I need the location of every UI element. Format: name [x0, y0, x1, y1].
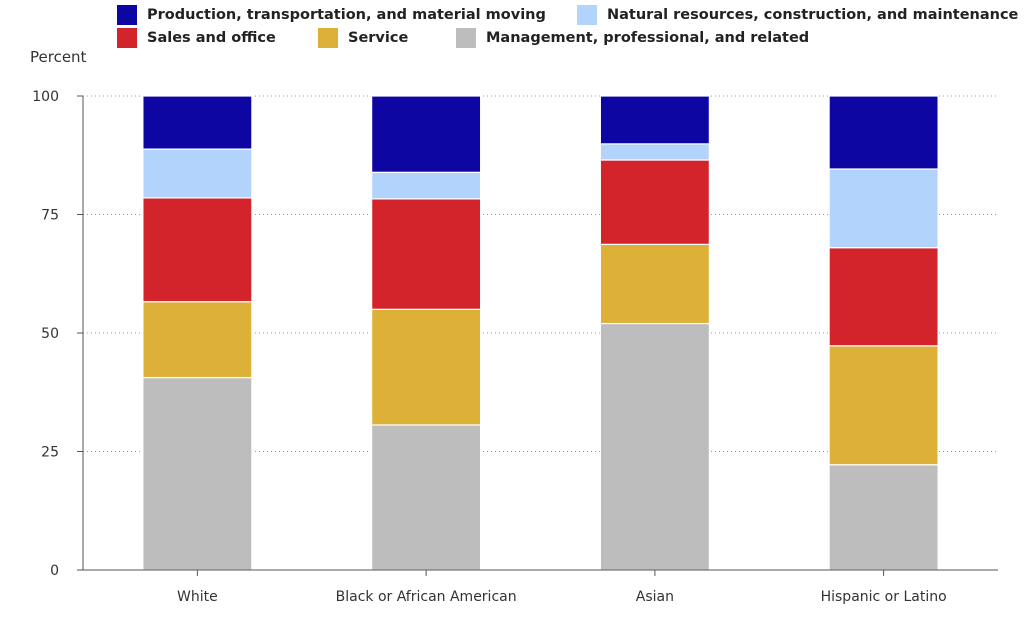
x-tick-label-4: Hispanic or Latino — [821, 589, 947, 605]
y-tick-label-25: 25 — [41, 445, 59, 461]
legend-label-natural-resources: Natural resources, construction, and mai… — [607, 7, 1019, 23]
bar-segment-1-2 — [142, 301, 253, 379]
chart-legend: Production, transportation, and material… — [0, 0, 1027, 50]
bar-segment-1-3 — [142, 197, 253, 303]
bar-segment-2-4 — [371, 171, 482, 200]
bar-segment-4-4 — [828, 168, 939, 249]
bar-segment-3-2 — [599, 243, 710, 325]
legend-item-service: Service — [318, 28, 408, 48]
legend-label-management: Management, professional, and related — [486, 30, 810, 46]
bar-segment-3-1 — [599, 322, 710, 571]
legend-swatch-service — [318, 28, 338, 48]
bar-segment-3-5 — [599, 95, 710, 145]
bar-segment-4-3 — [828, 247, 939, 347]
legend-swatch-natural-resources — [577, 5, 597, 25]
bar-segment-4-1 — [828, 464, 939, 571]
y-tick-label-50: 50 — [41, 326, 59, 342]
bar-segment-1-1 — [142, 376, 253, 571]
x-tick-label-3: Asian — [636, 589, 674, 605]
legend-item-production: Production, transportation, and material… — [117, 5, 546, 25]
bar-segment-2-1 — [371, 424, 482, 571]
bar-segment-3-4 — [599, 143, 710, 161]
x-tick-label-2: Black or African American — [336, 589, 517, 605]
x-tick-label-1: White — [177, 589, 218, 605]
legend-swatch-management — [456, 28, 476, 48]
bar-segment-3-3 — [599, 159, 710, 245]
y-tick-label-0: 0 — [50, 563, 59, 579]
legend-swatch-production — [117, 5, 137, 25]
y-axis-title: Percent — [30, 48, 87, 66]
bar-segment-4-5 — [828, 95, 939, 170]
legend-swatch-sales-office — [117, 28, 137, 48]
legend-label-production: Production, transportation, and material… — [147, 7, 546, 23]
bar-segment-2-3 — [371, 198, 482, 310]
y-tick-label-100: 100 — [32, 89, 59, 105]
legend-item-natural-resources: Natural resources, construction, and mai… — [577, 5, 1018, 25]
bar-segment-1-4 — [142, 148, 253, 199]
bar-segment-2-2 — [371, 308, 482, 426]
legend-label-service: Service — [348, 30, 409, 46]
y-tick-label-75: 75 — [41, 208, 59, 224]
legend-item-management: Management, professional, and related — [456, 28, 809, 48]
legend-label-sales-office: Sales and office — [147, 30, 276, 46]
bar-segment-1-5 — [142, 95, 253, 150]
bar-segment-4-2 — [828, 345, 939, 466]
bar-segment-2-5 — [371, 95, 482, 173]
legend-item-sales-office: Sales and office — [117, 28, 276, 48]
